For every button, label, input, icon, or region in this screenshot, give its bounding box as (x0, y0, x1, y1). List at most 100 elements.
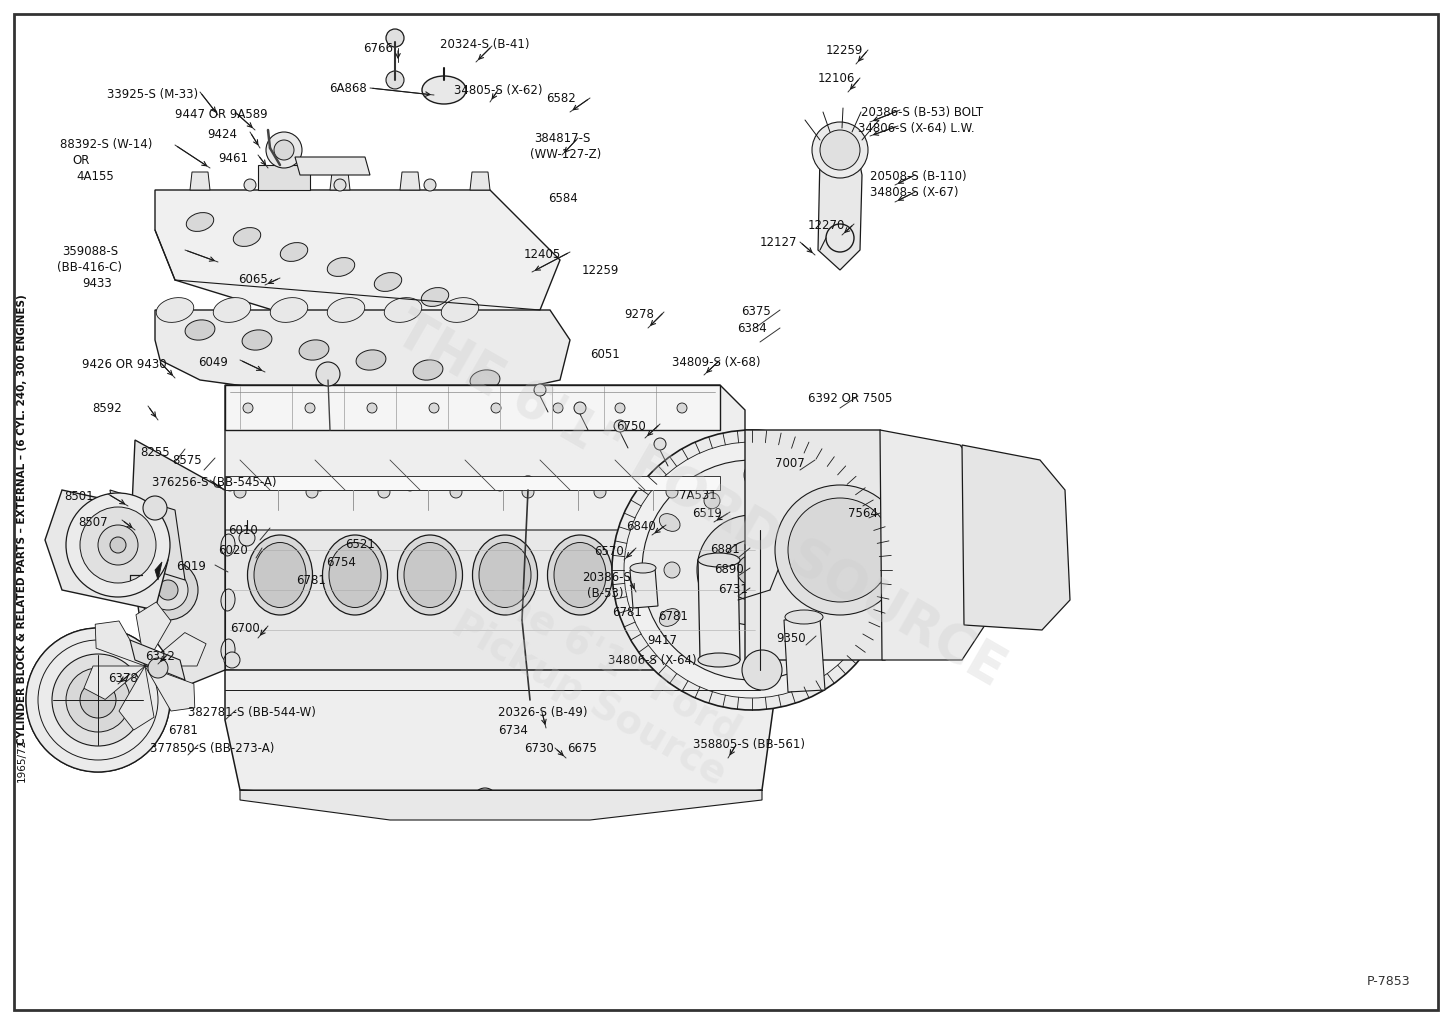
Text: 359088-S: 359088-S (62, 245, 118, 258)
Circle shape (574, 402, 587, 414)
Text: (B-53): (B-53) (587, 587, 623, 600)
Ellipse shape (623, 535, 687, 615)
Text: 6051: 6051 (590, 348, 620, 361)
Polygon shape (880, 430, 984, 660)
Ellipse shape (221, 589, 235, 611)
Text: 1965/72: 1965/72 (17, 738, 28, 781)
Circle shape (367, 403, 378, 413)
Text: 6A868: 6A868 (330, 82, 367, 95)
Circle shape (97, 525, 138, 565)
Text: 6378: 6378 (107, 672, 138, 685)
Ellipse shape (547, 535, 613, 615)
Circle shape (225, 481, 235, 490)
Circle shape (784, 493, 800, 509)
Text: 20326-S (B-49): 20326-S (B-49) (498, 706, 588, 719)
Text: 6781: 6781 (658, 610, 688, 623)
Text: 34808-S (X-67): 34808-S (X-67) (870, 186, 958, 199)
Circle shape (473, 788, 497, 812)
Polygon shape (155, 562, 163, 580)
Text: 34809-S (X-68): 34809-S (X-68) (672, 356, 761, 369)
Circle shape (26, 628, 170, 772)
Text: 6781: 6781 (168, 724, 197, 737)
Text: 6019: 6019 (176, 560, 206, 573)
Ellipse shape (280, 243, 308, 261)
Ellipse shape (234, 227, 261, 247)
Circle shape (775, 485, 905, 615)
Polygon shape (330, 172, 350, 190)
Text: 6570: 6570 (594, 545, 624, 558)
Text: OR: OR (73, 154, 90, 167)
Ellipse shape (327, 258, 354, 276)
Circle shape (244, 179, 256, 191)
Polygon shape (258, 165, 309, 190)
Polygon shape (817, 155, 862, 270)
Text: 8592: 8592 (91, 402, 122, 415)
Text: 9433: 9433 (81, 278, 112, 290)
Text: 6584: 6584 (547, 193, 578, 205)
Text: 6521: 6521 (346, 538, 375, 551)
Text: 9447 OR 9A589: 9447 OR 9A589 (176, 108, 267, 121)
Polygon shape (155, 310, 571, 410)
Circle shape (224, 652, 240, 668)
Ellipse shape (479, 543, 531, 607)
Circle shape (812, 122, 868, 178)
Circle shape (80, 682, 116, 718)
Circle shape (666, 486, 678, 498)
Text: 8507: 8507 (78, 516, 107, 529)
Polygon shape (119, 666, 154, 730)
Ellipse shape (242, 330, 272, 350)
Ellipse shape (630, 563, 656, 573)
Text: 9461: 9461 (218, 152, 248, 165)
Text: 12106: 12106 (817, 72, 855, 85)
Text: 7A531: 7A531 (680, 489, 717, 502)
Circle shape (704, 493, 720, 509)
Text: 384817-S: 384817-S (534, 132, 591, 145)
Circle shape (664, 562, 680, 578)
Circle shape (594, 486, 605, 498)
Ellipse shape (184, 319, 215, 340)
Circle shape (677, 403, 687, 413)
Text: The 6'1" Ford
Pickup Source: The 6'1" Ford Pickup Source (446, 567, 755, 793)
Circle shape (158, 580, 179, 600)
Text: 6754: 6754 (327, 556, 356, 569)
Circle shape (653, 438, 666, 450)
Text: 20508-S (B-110): 20508-S (B-110) (870, 170, 967, 183)
Text: 20386-S (B-53) BOLT: 20386-S (B-53) BOLT (861, 106, 983, 119)
Circle shape (242, 403, 253, 413)
Polygon shape (190, 172, 211, 190)
Ellipse shape (698, 653, 741, 667)
Circle shape (697, 515, 807, 625)
Text: 6730: 6730 (524, 742, 553, 755)
Text: 12259: 12259 (826, 44, 864, 57)
Text: 12405: 12405 (524, 248, 562, 261)
Polygon shape (240, 790, 762, 820)
Text: 6312: 6312 (145, 650, 174, 663)
Circle shape (624, 442, 880, 698)
Circle shape (305, 403, 315, 413)
Circle shape (148, 658, 168, 678)
Ellipse shape (629, 543, 681, 607)
Circle shape (80, 507, 155, 583)
Circle shape (428, 403, 439, 413)
Text: 9350: 9350 (775, 632, 806, 645)
Ellipse shape (221, 535, 235, 556)
Text: 6734: 6734 (498, 724, 529, 737)
Ellipse shape (299, 340, 330, 360)
Polygon shape (131, 640, 184, 680)
Text: 6392 OR 7505: 6392 OR 7505 (807, 392, 893, 406)
Text: 9417: 9417 (648, 634, 677, 647)
Circle shape (142, 496, 167, 520)
Circle shape (334, 179, 346, 191)
Text: 88392-S (W-14): 88392-S (W-14) (60, 138, 152, 151)
Polygon shape (155, 190, 560, 340)
Text: 20386-S: 20386-S (582, 571, 630, 584)
Text: 376256-S (BB-545-A): 376256-S (BB-545-A) (152, 476, 276, 489)
Polygon shape (145, 633, 206, 666)
Ellipse shape (659, 608, 680, 627)
Text: 377850-S (BB-273-A): 377850-S (BB-273-A) (150, 742, 274, 755)
Circle shape (495, 481, 505, 490)
Text: 9424: 9424 (208, 128, 237, 141)
Ellipse shape (157, 298, 193, 323)
Circle shape (611, 430, 892, 710)
Circle shape (240, 530, 256, 546)
